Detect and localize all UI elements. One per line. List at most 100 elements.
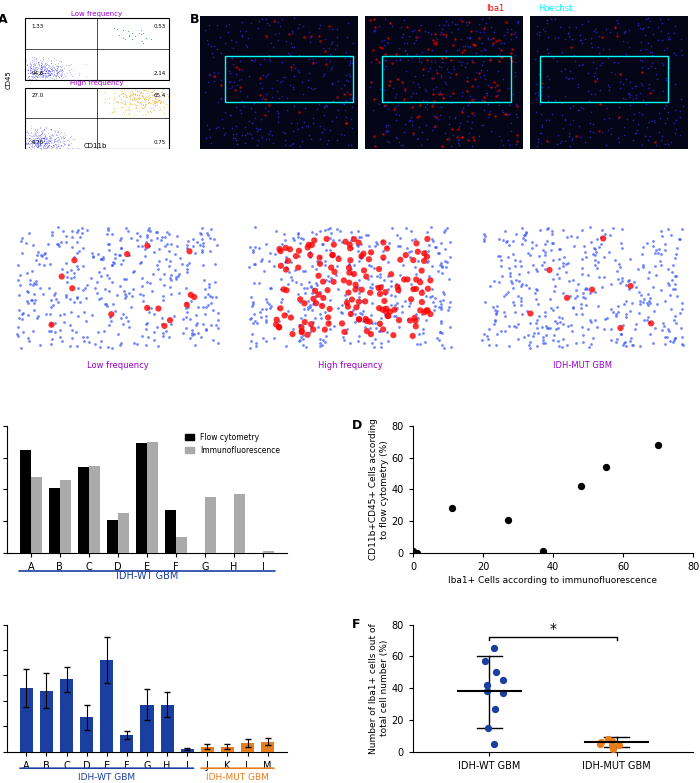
Point [429,56,440,68]
Bar [263,551,274,553]
Point [142,301,153,314]
Point [239,128,251,141]
Point [46,333,57,345]
Point [377,41,388,54]
Point [233,63,244,75]
Point [283,277,294,290]
Point [122,25,134,38]
Point [33,139,44,152]
Point [28,64,39,77]
Point [36,62,47,74]
Point [598,323,610,335]
Point [381,302,392,315]
Point [52,139,63,152]
Point [345,262,356,275]
Point [491,34,502,47]
Point [182,301,193,313]
Point [368,25,379,38]
Point [374,324,385,337]
Point [659,138,671,150]
Point [147,89,158,102]
Point [29,132,41,144]
Point [34,121,46,133]
Point [143,94,154,106]
Point [419,247,430,260]
Point [379,38,390,51]
Point [21,295,32,308]
Point [237,63,248,76]
Point [215,31,226,43]
Point [370,24,381,37]
Point [324,303,335,316]
Point [560,135,571,147]
Point [51,64,62,77]
Point [533,85,544,98]
Text: IDH-MUT GBM: IDH-MUT GBM [206,774,269,782]
Point [429,240,440,253]
Point [155,96,166,108]
Point [53,65,64,78]
Point [496,269,507,282]
Point [32,137,43,150]
Point [664,334,676,347]
Point [307,56,318,68]
Point [43,325,55,337]
Point [393,41,405,54]
Point [382,135,393,148]
Point [41,137,52,150]
Point [669,334,680,346]
Point [458,44,470,56]
Point [42,138,53,150]
Point [34,62,46,74]
Point [29,140,40,153]
Point [414,327,425,340]
Point [613,100,624,113]
Point [46,122,57,135]
Point [54,143,65,155]
Point [587,331,598,344]
Point [31,275,42,287]
Point [177,327,188,339]
Point [496,51,507,63]
Point [436,51,447,63]
Point [438,285,449,298]
Point [558,251,569,263]
Point [410,315,421,327]
Point [473,18,484,31]
Point [313,31,324,43]
Point [531,317,542,330]
Point [43,282,55,294]
Point [55,69,66,81]
Point [340,110,351,123]
Point [29,67,41,80]
Point [382,270,393,283]
Point [145,105,156,117]
Text: Hoechst: Hoechst [538,4,572,13]
Point [47,141,58,153]
Point [136,272,147,284]
Point [435,85,446,98]
Point [230,61,241,74]
Point [375,312,386,324]
Point [281,263,292,276]
Point [30,254,41,266]
Point [187,240,198,252]
Point [103,272,114,284]
Point [49,135,60,148]
Point [514,254,526,267]
Point [130,98,141,110]
Point [503,262,514,274]
Point [430,110,442,123]
Point [444,96,455,109]
Point [256,132,267,144]
Point [637,94,648,106]
Point [473,80,484,92]
Point [32,65,43,78]
Point [323,317,334,330]
Point [32,70,43,83]
Point [64,135,75,147]
Point [580,246,591,258]
Point [557,257,568,269]
Point [632,16,643,29]
Point [33,258,44,270]
